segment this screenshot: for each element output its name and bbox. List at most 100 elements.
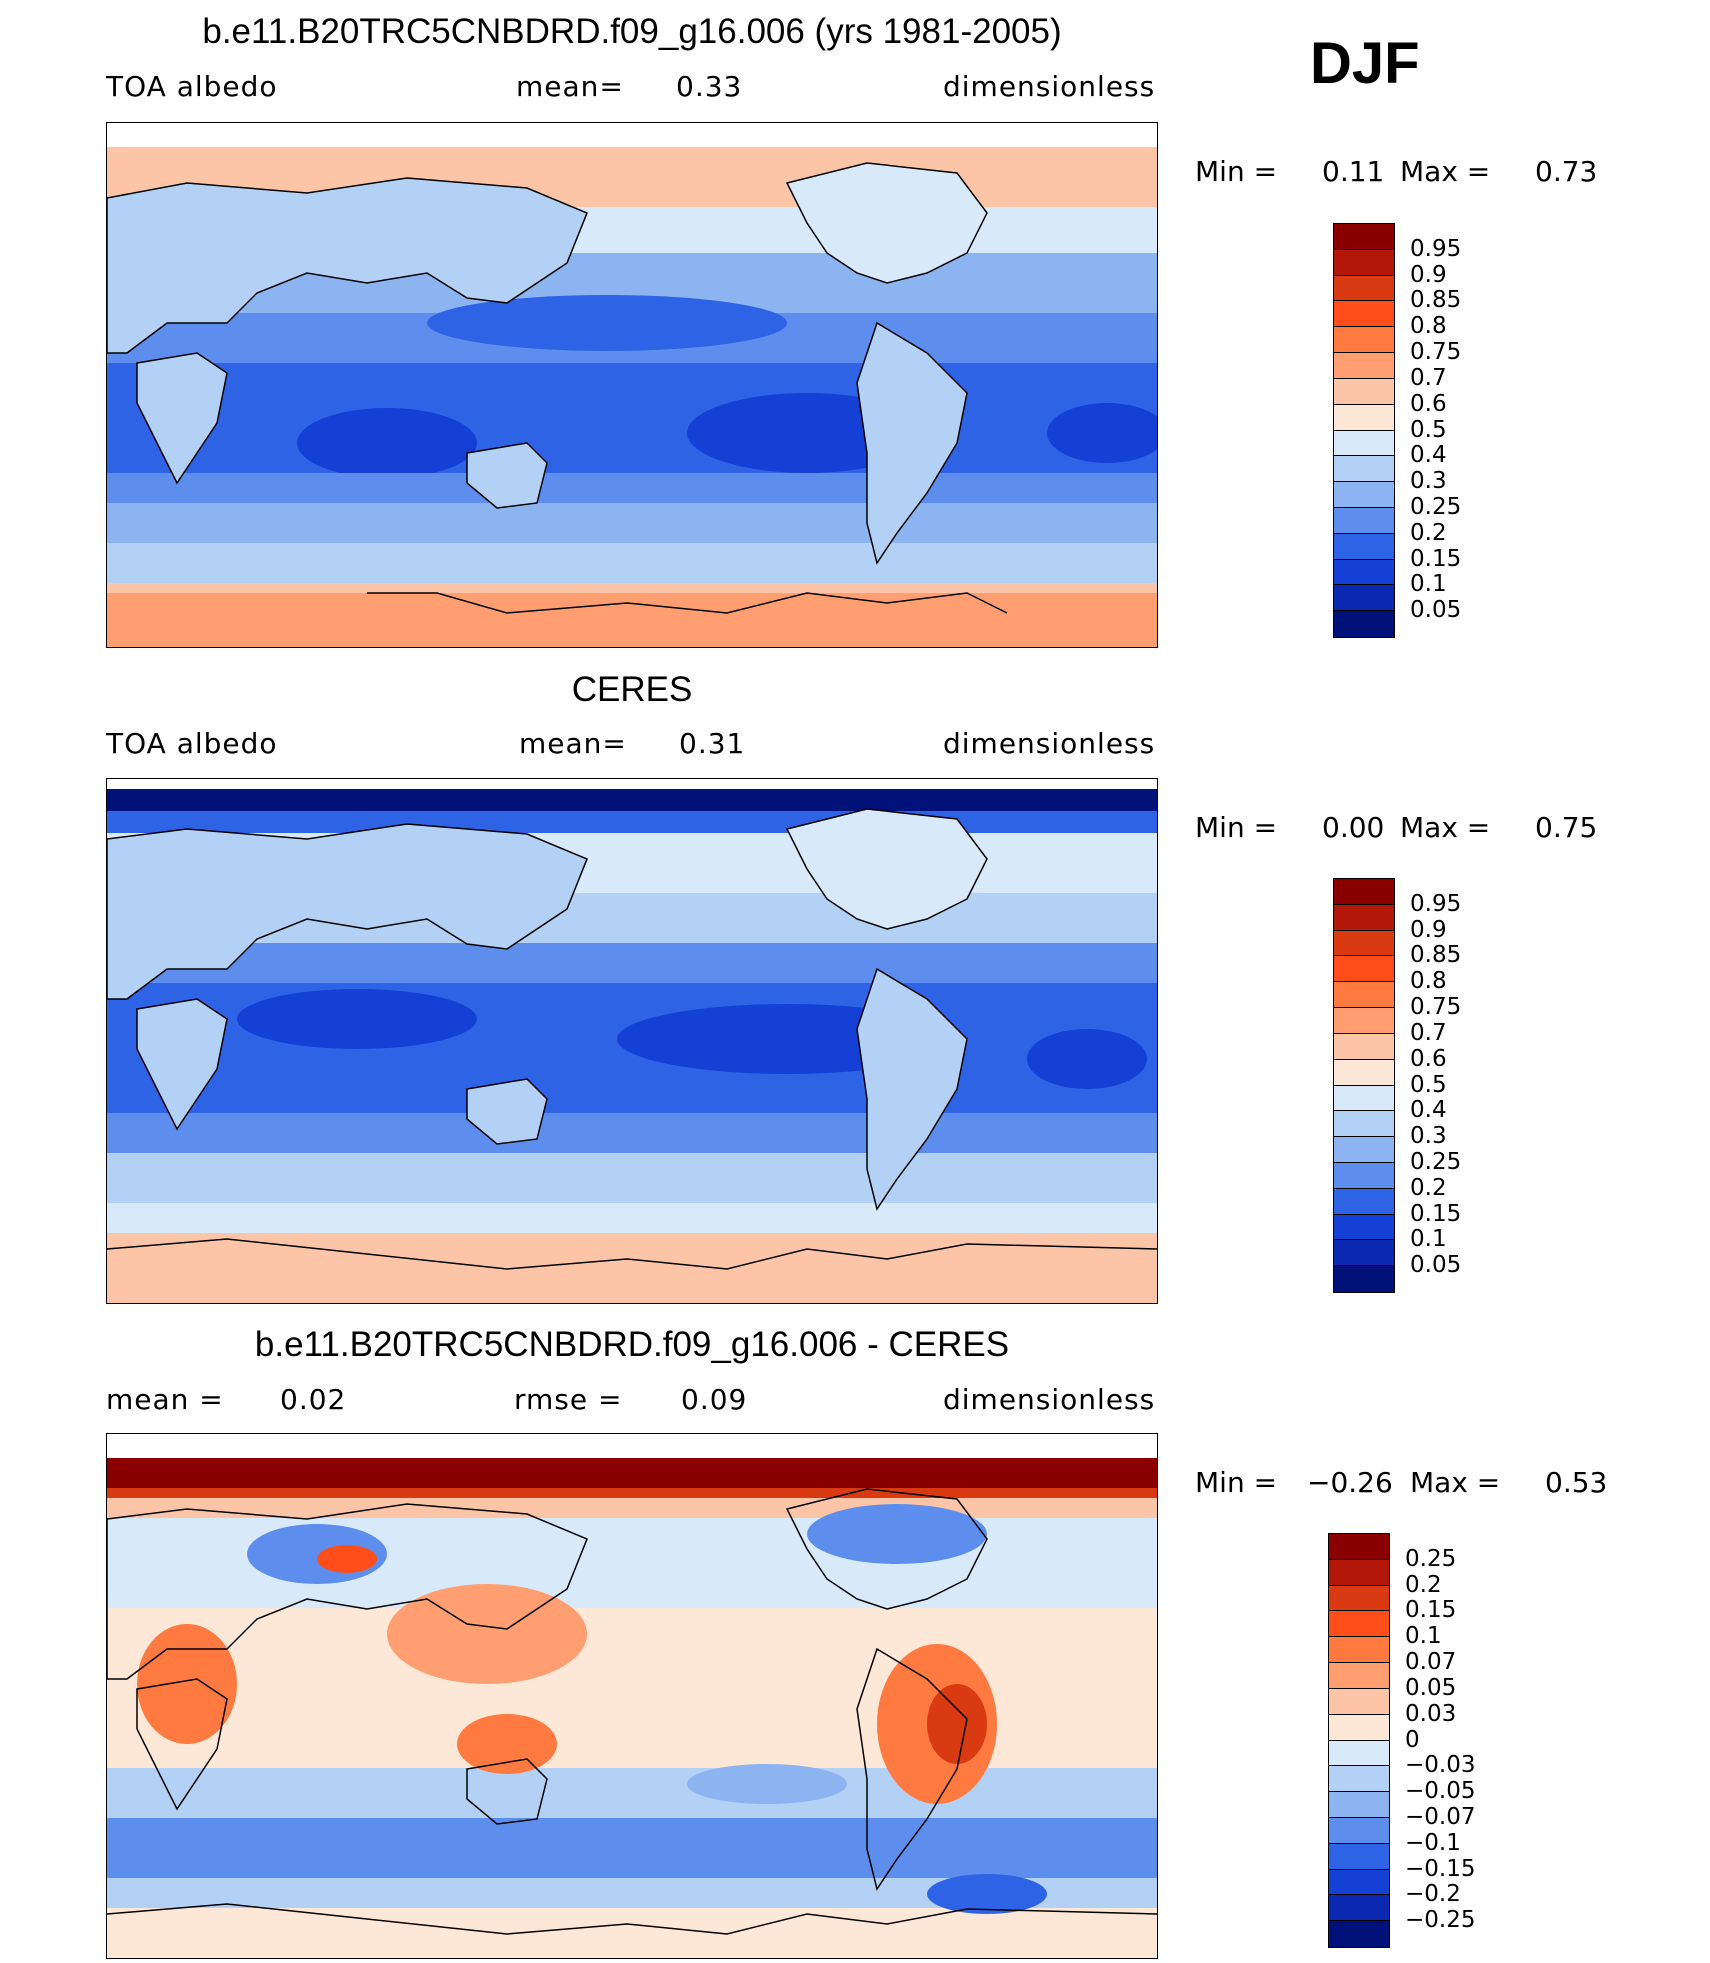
panel-2-units: dimensionless	[943, 727, 1156, 760]
colorbar-swatch	[1334, 430, 1394, 457]
colorbar-swatch	[1329, 1792, 1389, 1818]
colorbar-swatch	[1334, 879, 1394, 905]
colorbar-tick-label: 0.25	[1405, 1545, 1457, 1572]
panel-3-mean-label: mean =	[106, 1383, 224, 1416]
colorbar-tick-label: 0.75	[1410, 994, 1462, 1021]
colorbar-tick-label: 0.9	[1410, 916, 1447, 943]
colorbar-tick-label: 0.4	[1410, 1097, 1447, 1124]
panel-3-colorbar	[1328, 1533, 1390, 1948]
colorbar-swatch	[1334, 507, 1394, 534]
colorbar-tick-label: 0.15	[1410, 545, 1462, 572]
panel-1-min-label: Min =	[1195, 155, 1278, 188]
colorbar-swatch	[1334, 585, 1394, 612]
colorbar-tick-label: 0.2	[1410, 1174, 1447, 1201]
colorbar-tick-label: 0	[1405, 1726, 1420, 1753]
colorbar-swatch	[1329, 1611, 1389, 1638]
panel-3-min-value: −0.26	[1307, 1466, 1393, 1499]
colorbar-tick-label: 0.5	[1410, 416, 1447, 443]
colorbar-swatch	[1334, 275, 1394, 302]
colorbar-swatch	[1329, 1895, 1389, 1922]
panel-2-min-label: Min =	[1195, 811, 1278, 844]
colorbar-tick-label: 0.15	[1410, 1200, 1462, 1227]
colorbar-swatch	[1329, 1766, 1389, 1793]
colorbar-tick-label: 0.05	[1410, 1252, 1462, 1279]
panel-1-units: dimensionless	[943, 70, 1156, 103]
panel-3-map-field	[107, 1434, 1157, 1958]
panel-1-mean-value: 0.33	[676, 70, 743, 103]
colorbar-tick-label: 0.95	[1410, 235, 1462, 262]
colorbar-swatch	[1334, 327, 1394, 354]
panel-3-colorbar-labels: 0.25 0.2 0.15 0.1 0.07 0.05 0.03 0 −0.03 −0.05 −0.…	[1405, 1533, 1515, 1948]
colorbar-swatch	[1329, 1921, 1389, 1947]
panel-2-title: CERES	[571, 670, 693, 709]
panel-1-map	[106, 122, 1158, 648]
colorbar-tick-label: 0.07	[1405, 1649, 1457, 1676]
colorbar-tick-label: 0.6	[1410, 390, 1447, 417]
panel-3-rmse-value: 0.09	[681, 1383, 748, 1416]
colorbar-swatch	[1329, 1637, 1389, 1664]
colorbar-tick-label: 0.8	[1410, 313, 1447, 340]
colorbar-tick-label: 0.3	[1410, 468, 1447, 495]
colorbar-tick-label: 0.75	[1410, 339, 1462, 366]
colorbar-tick-label: −0.15	[1405, 1855, 1476, 1882]
colorbar-swatch	[1329, 1714, 1389, 1741]
panel-1-colorbar	[1333, 223, 1395, 638]
colorbar-swatch	[1334, 1188, 1394, 1215]
colorbar-tick-label: 0.6	[1410, 1045, 1447, 1072]
panel-2-colorbar	[1333, 878, 1395, 1293]
colorbar-tick-label: 0.25	[1410, 493, 1462, 520]
panel-1-max-value: 0.73	[1535, 155, 1598, 188]
colorbar-swatch	[1329, 1663, 1389, 1689]
colorbar-swatch	[1334, 1214, 1394, 1241]
colorbar-swatch	[1329, 1585, 1389, 1612]
colorbar-swatch	[1329, 1534, 1389, 1560]
panel-2-map	[106, 778, 1158, 1304]
colorbar-swatch	[1329, 1559, 1389, 1586]
panel-3-title: b.e11.B20TRC5CNBDRD.f09_g16.006 - CERES	[254, 1325, 1010, 1364]
colorbar-swatch	[1334, 353, 1394, 379]
panel-3-min-label: Min =	[1195, 1466, 1278, 1499]
colorbar-swatch	[1334, 249, 1394, 276]
colorbar-swatch	[1334, 482, 1394, 508]
colorbar-swatch	[1334, 1085, 1394, 1112]
colorbar-swatch	[1334, 404, 1394, 431]
colorbar-tick-label: −0.1	[1405, 1829, 1461, 1856]
colorbar-swatch	[1329, 1688, 1389, 1715]
colorbar-tick-label: 0.85	[1410, 287, 1462, 314]
colorbar-tick-label: 0.1	[1410, 1226, 1447, 1253]
colorbar-swatch	[1334, 1266, 1394, 1292]
colorbar-swatch	[1334, 1059, 1394, 1086]
colorbar-swatch	[1334, 611, 1394, 637]
colorbar-swatch	[1329, 1843, 1389, 1870]
colorbar-tick-label: 0.85	[1410, 942, 1462, 969]
colorbar-swatch	[1334, 930, 1394, 957]
colorbar-tick-label: 0.15	[1405, 1597, 1457, 1624]
colorbar-swatch	[1334, 559, 1394, 586]
panel-2-variable-label: TOA albedo	[106, 727, 278, 760]
colorbar-tick-label: 0.5	[1410, 1071, 1447, 1098]
colorbar-swatch	[1334, 1008, 1394, 1034]
colorbar-swatch	[1334, 1240, 1394, 1267]
panel-3-max-value: 0.53	[1545, 1466, 1608, 1499]
colorbar-tick-label: 0.8	[1410, 968, 1447, 995]
colorbar-swatch	[1334, 1033, 1394, 1060]
colorbar-swatch	[1334, 1111, 1394, 1138]
colorbar-swatch	[1334, 456, 1394, 483]
colorbar-tick-label: 0.4	[1410, 442, 1447, 469]
colorbar-tick-label: −0.03	[1405, 1752, 1476, 1779]
colorbar-tick-label: 0.1	[1405, 1623, 1442, 1650]
colorbar-tick-label: 0.2	[1410, 519, 1447, 546]
colorbar-tick-label: 0.95	[1410, 890, 1462, 917]
colorbar-tick-label: 0.1	[1410, 571, 1447, 598]
colorbar-tick-label: 0.7	[1410, 364, 1447, 391]
colorbar-swatch	[1334, 904, 1394, 931]
colorbar-tick-label: 0.7	[1410, 1019, 1447, 1046]
panel-2-max-value: 0.75	[1535, 811, 1598, 844]
colorbar-tick-label: −0.25	[1405, 1907, 1476, 1934]
panel-1-mean-label: mean=	[516, 70, 624, 103]
panel-1-map-field	[107, 123, 1157, 647]
colorbar-swatch	[1334, 982, 1394, 1009]
panel-2-max-label: Max =	[1400, 811, 1491, 844]
colorbar-tick-label: 0.05	[1405, 1674, 1457, 1701]
colorbar-swatch	[1334, 301, 1394, 328]
